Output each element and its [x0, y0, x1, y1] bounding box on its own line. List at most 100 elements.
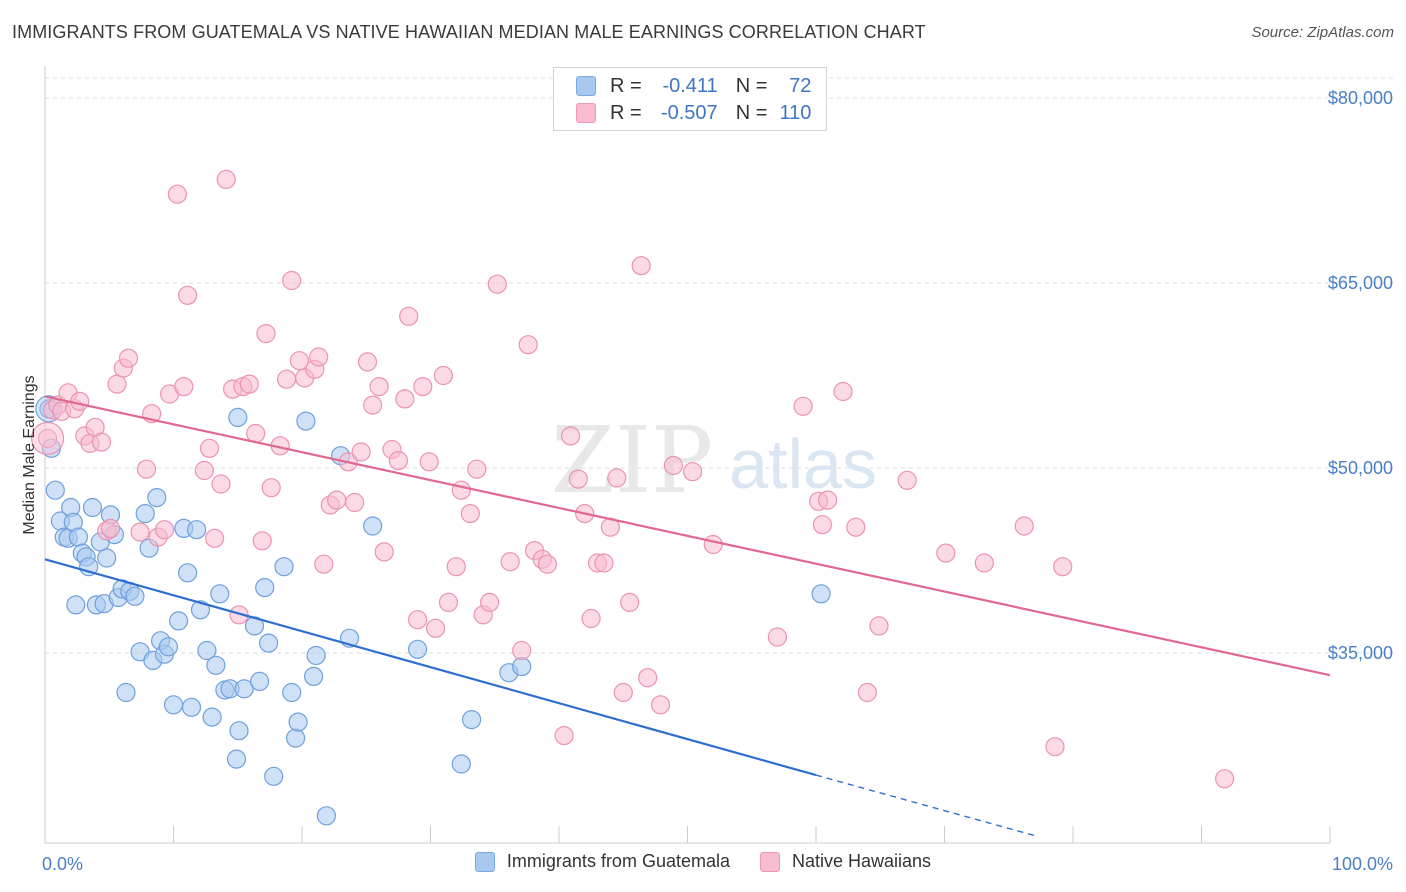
legend-r-label: R =	[610, 101, 642, 124]
point-hawaiian	[363, 395, 383, 415]
chart-title: IMMIGRANTS FROM GUATEMALA VS NATIVE HAWA…	[12, 22, 926, 42]
point-guatemala	[45, 480, 65, 500]
point-guatemala	[187, 520, 207, 540]
y-tick-label: $65,000	[1328, 273, 1393, 293]
trend-line-guatemala-extension	[815, 774, 1035, 837]
legend-r-value: -0.507	[660, 101, 718, 124]
trend-line-guatemala	[44, 558, 817, 777]
point-hawaiian	[374, 542, 394, 562]
point-guatemala	[226, 749, 247, 769]
point-hawaiian	[351, 442, 371, 462]
point-guatemala	[181, 697, 202, 717]
point-hawaiian	[395, 389, 415, 409]
point-hawaiian	[229, 605, 249, 625]
point-hawaiian	[446, 557, 466, 577]
point-guatemala	[97, 548, 117, 568]
point-guatemala	[451, 754, 471, 774]
point-guatemala	[178, 563, 198, 583]
series-guatemala-points	[35, 395, 831, 826]
point-guatemala	[286, 728, 306, 748]
point-hawaiian	[1045, 737, 1065, 757]
point-guatemala	[135, 503, 155, 524]
trend-lines	[44, 395, 1331, 837]
point-guatemala	[82, 497, 103, 518]
point-hawaiian	[607, 468, 627, 488]
legend-item-guatemala: Immigrants from Guatemala	[474, 851, 730, 872]
watermark-zip: ZIP	[551, 407, 713, 514]
point-hawaiian	[974, 553, 994, 573]
legend-label-guatemala: Immigrants from Guatemala	[506, 851, 730, 871]
point-hawaiian	[100, 518, 121, 539]
point-hawaiian-large	[30, 421, 65, 455]
point-guatemala	[202, 707, 222, 727]
point-guatemala	[250, 671, 270, 692]
point-hawaiian	[357, 352, 378, 372]
point-guatemala	[304, 666, 324, 687]
legend-label-hawaiian: Native Hawaiians	[792, 851, 932, 871]
point-guatemala	[811, 584, 831, 604]
correlation-legend: R = -0.411 N = 72 R = -0.507 N = 110	[553, 67, 827, 131]
point-hawaiian	[154, 520, 175, 540]
point-hawaiian	[467, 459, 487, 479]
point-hawaiian	[620, 592, 640, 613]
point-hawaiian	[703, 534, 723, 555]
point-hawaiian	[408, 610, 428, 630]
point-hawaiian	[518, 335, 538, 355]
point-hawaiian	[194, 460, 214, 481]
point-guatemala	[288, 712, 308, 732]
point-hawaiian	[388, 451, 408, 471]
point-hawaiian	[631, 256, 651, 276]
legend-n-value: 72	[789, 74, 812, 97]
y-tick-label: $80,000	[1328, 88, 1393, 108]
point-hawaiian	[327, 490, 347, 510]
point-hawaiian	[512, 640, 532, 661]
point-guatemala	[68, 527, 89, 547]
point-hawaiian	[554, 725, 574, 746]
point-guatemala	[274, 557, 294, 577]
point-hawaiian	[419, 452, 439, 472]
legend-row-hawaiian: R = -0.507 N = 110	[576, 101, 811, 125]
point-hawaiian	[817, 490, 838, 510]
point-hawaiian	[663, 455, 684, 476]
legend-row-guatemala: R = -0.411 N = 72	[576, 74, 811, 98]
point-hawaiian	[650, 695, 671, 715]
tick-labels: $35,000 $50,000 $65,000 $80,000 0.0% 100.0%	[42, 88, 1393, 874]
point-hawaiian	[309, 347, 329, 367]
point-hawaiian	[1214, 769, 1235, 789]
point-guatemala	[255, 577, 275, 598]
point-guatemala	[163, 695, 184, 715]
legend-swatch-guatemala	[474, 851, 495, 872]
point-guatemala	[210, 584, 230, 604]
point-hawaiian	[37, 428, 58, 448]
legend-n-label: N =	[735, 74, 768, 97]
point-guatemala	[169, 611, 189, 631]
x-tick-label-min: 0.0%	[42, 854, 83, 874]
point-hawaiian	[594, 553, 614, 573]
point-guatemala	[234, 679, 254, 699]
point-guatemala	[66, 595, 86, 615]
point-hawaiian	[174, 377, 194, 397]
point-guatemala	[512, 656, 532, 677]
point-guatemala	[228, 407, 248, 427]
point-guatemala	[316, 806, 336, 826]
legend-swatch-hawaiian	[576, 103, 596, 123]
point-guatemala	[229, 721, 249, 741]
point-guatemala	[296, 411, 316, 431]
point-hawaiian	[282, 270, 302, 291]
point-hawaiian	[130, 522, 150, 542]
point-hawaiian	[869, 616, 889, 636]
point-hawaiian	[833, 381, 853, 402]
legend-item-hawaiian: Native Hawaiians	[760, 851, 931, 872]
point-hawaiian	[107, 374, 127, 394]
point-guatemala	[264, 766, 284, 786]
point-hawaiian	[239, 374, 259, 394]
point-guatemala	[197, 640, 217, 661]
point-guatemala	[206, 655, 226, 675]
series-legend: Immigrants from Guatemala Native Hawaiia…	[0, 851, 1406, 872]
point-hawaiian	[261, 478, 281, 498]
watermark-atlas: atlas	[729, 425, 877, 503]
point-hawaiian	[369, 377, 389, 397]
point-hawaiian	[118, 348, 139, 368]
point-hawaiian	[70, 391, 90, 411]
point-guatemala	[147, 488, 167, 508]
